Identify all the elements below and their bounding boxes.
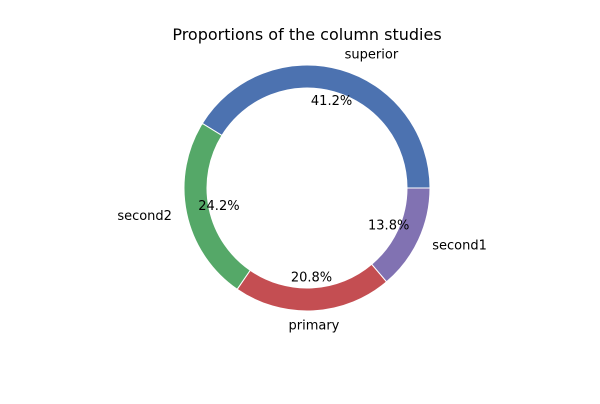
slice-percent-primary: 20.8% xyxy=(291,270,332,285)
slice-label-second1: second1 xyxy=(432,238,487,253)
slices-layer xyxy=(183,64,431,312)
slice-label-primary: primary xyxy=(288,318,339,333)
labels-layer: superior 41.2% second2 24.2% primary 20.8% sec… xyxy=(117,48,487,334)
slice-label-superior: superior xyxy=(345,48,399,63)
slice-percent-second2: 24.2% xyxy=(198,199,239,214)
slice-second1 xyxy=(371,187,431,283)
slice-label-second2: second2 xyxy=(117,209,172,224)
chart-title: Proportions of the column studies xyxy=(172,25,441,44)
slice-superior xyxy=(201,64,431,189)
slice-percent-superior: 41.2% xyxy=(311,94,352,109)
slice-percent-second1: 13.8% xyxy=(368,218,409,233)
